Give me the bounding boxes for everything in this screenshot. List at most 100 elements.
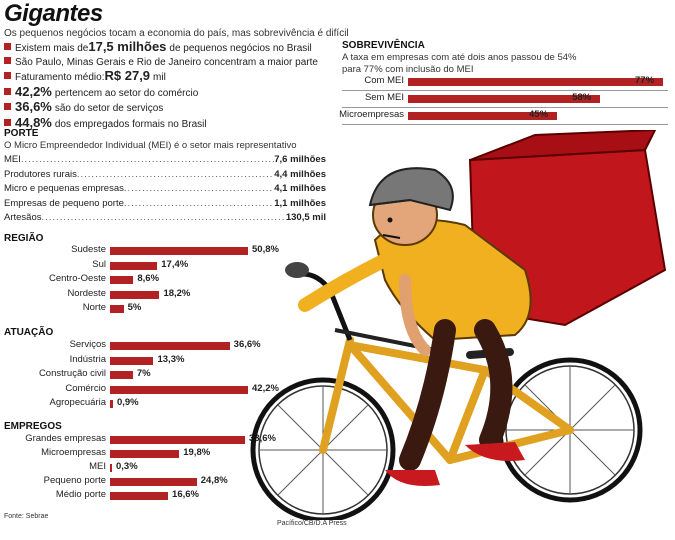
highlight-text-post: são do setor de serviços xyxy=(54,103,164,114)
bullet-square-icon xyxy=(4,118,11,126)
bar-value: 17,4% xyxy=(161,258,189,270)
bar-value: 8,6% xyxy=(137,273,160,284)
highlight-item: 36,6% são do setor de serviços xyxy=(4,100,334,116)
bar-label: MEI xyxy=(89,461,106,472)
bar-value: 50,8% xyxy=(252,244,279,255)
bar xyxy=(110,276,134,284)
bar xyxy=(110,492,169,500)
bar-label: Centro-Oeste xyxy=(48,273,106,284)
highlight-value: 44,8% xyxy=(15,114,52,130)
bar-value: 5% xyxy=(127,302,142,313)
source-note: Fonte: Sebrae xyxy=(4,513,49,520)
highlight-value: 17,5 milhões xyxy=(88,39,167,54)
chart-title: ATUAÇÃO xyxy=(4,327,54,338)
bar xyxy=(110,356,154,365)
row-divider xyxy=(342,90,668,91)
porte-value: 4,1 milhões xyxy=(274,183,326,194)
porte-value: 1,1 milhões xyxy=(274,197,326,209)
porte-label: Artesãos xyxy=(4,212,42,223)
bar-label: Nordeste xyxy=(67,287,106,299)
bar-label: Sem MEI xyxy=(364,92,404,103)
bar-value: 42,2% xyxy=(252,382,279,394)
bar-label: Médio porte xyxy=(55,489,106,500)
highlight-text-pre: Existem mais de xyxy=(15,43,89,54)
bar xyxy=(110,290,160,299)
courier-illustration xyxy=(250,130,667,520)
bullet-square-icon xyxy=(4,43,11,50)
bar-value: 19,8% xyxy=(183,447,211,458)
page-title: Gigantes xyxy=(4,0,103,27)
bar-label: Microempresas xyxy=(41,447,106,458)
bullet-square-icon xyxy=(4,87,11,95)
bar-value: 38,6% xyxy=(249,433,276,444)
porte-dots: ........................................… xyxy=(76,168,274,180)
image-credit: Pacífico/CB/D.A Press xyxy=(277,520,347,527)
bar-label: Pequeno porte xyxy=(43,475,106,486)
bullet-square-icon xyxy=(4,103,11,110)
bar-value: 45% xyxy=(529,109,549,120)
bar-value: 36,6% xyxy=(233,339,261,350)
porte-label: Micro e pequenas empresas xyxy=(4,183,124,194)
bar-label: Grandes empresas xyxy=(25,433,106,444)
bar xyxy=(110,305,124,313)
bar-label: Com MEI xyxy=(364,75,404,86)
bar xyxy=(408,95,601,103)
bar xyxy=(110,450,180,458)
bar xyxy=(408,112,558,120)
bar-label: Comércio xyxy=(65,382,106,394)
bar-value: 77% xyxy=(635,75,655,86)
porte-label: MEI xyxy=(4,154,21,165)
bar-value: 0,3% xyxy=(116,461,138,472)
page-subtitle: Os pequenos negócios tocam a economia do… xyxy=(4,28,349,39)
porte-value: 7,6 milhões xyxy=(274,154,326,165)
bar xyxy=(110,400,113,408)
row-divider xyxy=(342,124,668,125)
highlight-text-post: mil xyxy=(153,72,166,83)
porte-row: Empresas de pequeno porte...............… xyxy=(4,198,326,209)
bar-label: Microempresas xyxy=(339,109,404,120)
highlight-text-post: de pequenos negócios no Brasil xyxy=(169,43,312,54)
bar-label: Construção civil xyxy=(38,368,106,379)
highlight-text-pre: Faturamento médio: xyxy=(15,72,105,83)
bar-value: 24,8% xyxy=(200,475,228,486)
bar-value: 7% xyxy=(136,368,151,379)
porte-value: 4,4 milhões xyxy=(274,168,326,180)
bar xyxy=(110,247,248,255)
chart-title: EMPREGOS xyxy=(4,421,62,432)
porte-dots: ........................................… xyxy=(20,154,274,165)
bar-label: Sudeste xyxy=(71,244,106,255)
chart-subtitle: para 77% com inclusão do MEI xyxy=(342,64,474,75)
highlight-value: 36,6% xyxy=(15,99,52,114)
bar-value: 18,2% xyxy=(163,287,191,299)
porte-value: 130,5 mil xyxy=(285,212,326,223)
porte-label: Produtores rurais xyxy=(4,168,77,180)
bar-value: 13,3% xyxy=(157,353,185,365)
porte-dots: ........................................… xyxy=(123,197,274,209)
bar xyxy=(110,478,197,486)
highlight-value: 42,2% xyxy=(15,83,52,99)
row-divider xyxy=(342,107,668,108)
bar-label: Serviços xyxy=(69,339,106,350)
bar-value: 16,6% xyxy=(172,489,199,500)
bar-value: 0,9% xyxy=(116,397,139,408)
porte-title: PORTE xyxy=(4,128,39,139)
highlight-value: R$ 27,9 xyxy=(104,68,151,83)
bar-label: Norte xyxy=(82,302,106,313)
highlight-text-post: dos empregados formais no Brasil xyxy=(54,118,207,130)
porte-row: Produtores rurais.......................… xyxy=(4,169,326,180)
porte-dots: ........................................… xyxy=(123,183,274,194)
porte-row: Artesãos................................… xyxy=(4,212,326,223)
bar xyxy=(110,261,158,270)
highlight-item: São Paulo, Minas Gerais e Rio de Janeiro… xyxy=(4,56,334,70)
bar-value: 58% xyxy=(572,92,592,103)
porte-subtitle: O Micro Empreendedor Individual (MEI) é … xyxy=(4,140,297,151)
highlight-item: 44,8% dos empregados formais no Brasil xyxy=(4,114,334,132)
bar xyxy=(110,342,230,350)
porte-row: Micro e pequenas empresas...............… xyxy=(4,183,326,194)
chart-title: REGIÃO xyxy=(4,233,44,244)
bar-label: Agropecuária xyxy=(49,397,106,408)
highlights-list: Existem mais de 17,5 milhões de pequenos… xyxy=(4,40,334,131)
bar xyxy=(110,371,133,379)
chart-subtitle: A taxa em empresas com até dois anos pas… xyxy=(342,52,577,63)
bar xyxy=(110,436,245,444)
